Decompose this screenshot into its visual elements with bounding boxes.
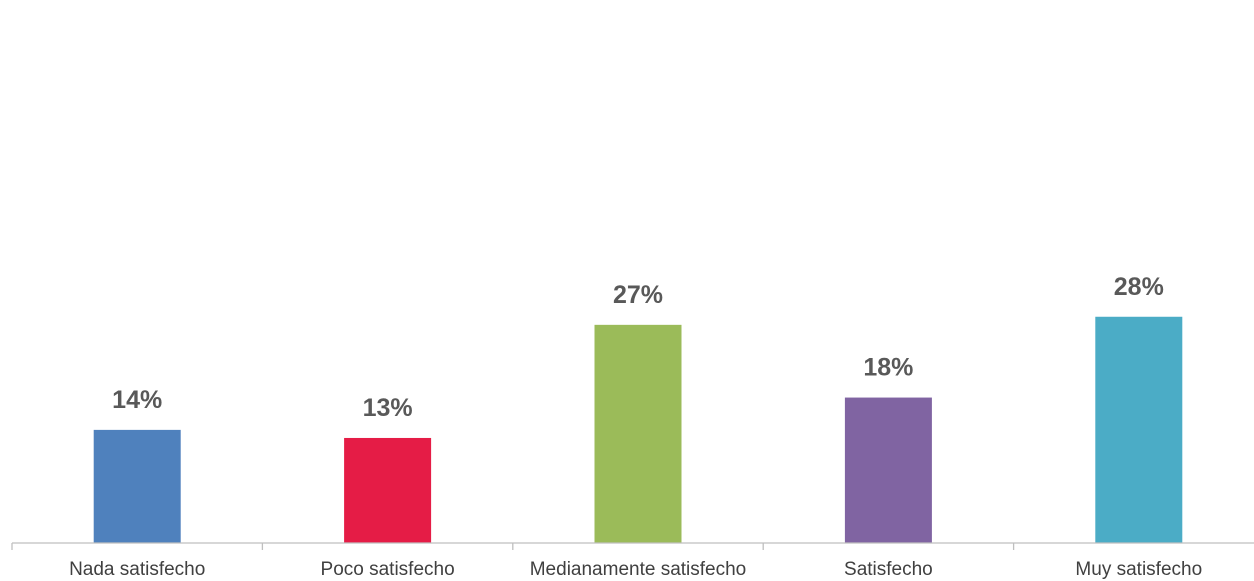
category-label: Muy satisfecho: [1075, 559, 1202, 580]
category-label: Satisfecho: [844, 559, 933, 580]
data-label: 18%: [863, 354, 913, 382]
data-label: 13%: [363, 394, 413, 422]
bar-4: [844, 397, 932, 543]
bar-2: [344, 437, 432, 543]
x-axis-ticks-group: [11, 543, 1015, 550]
bars-group: [93, 316, 1183, 543]
category-labels-group: Nada satisfecho Poco satisfecho Medianamen…: [69, 559, 1202, 580]
data-label: 14%: [112, 386, 162, 414]
category-label: Nada satisfecho: [69, 559, 205, 580]
category-label: Poco satisfecho: [321, 559, 455, 580]
category-label: Medianamente satisfecho: [530, 559, 747, 580]
bar-3: [594, 324, 682, 543]
data-label: 27%: [613, 281, 663, 309]
bar-1: [93, 429, 181, 543]
data-label: 28%: [1114, 273, 1164, 301]
bar-5: [1095, 316, 1183, 543]
value-labels-group: 14% 13% 27% 18% 28%: [112, 273, 1164, 422]
